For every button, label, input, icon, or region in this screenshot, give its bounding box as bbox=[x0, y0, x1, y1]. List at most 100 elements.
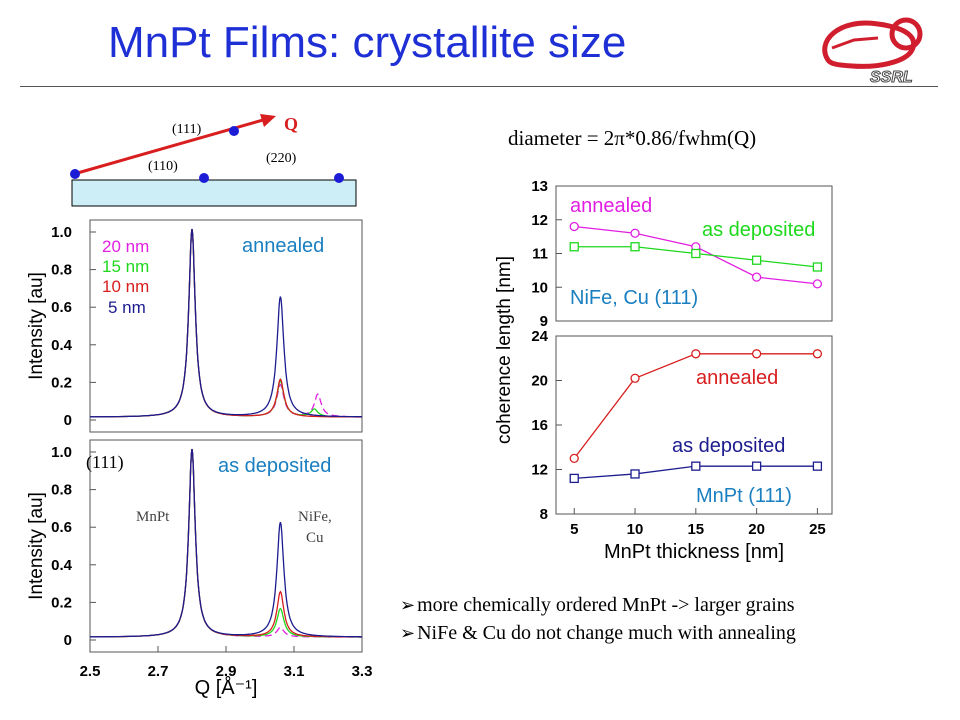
xtick-label: 3.3 bbox=[352, 663, 373, 680]
ytick-label: 12 bbox=[531, 462, 548, 479]
data-point-marker bbox=[630, 469, 640, 479]
annotation-nife: NiFe, bbox=[298, 509, 332, 525]
data-point-marker bbox=[812, 279, 823, 289]
ytick-label: 13 bbox=[531, 178, 548, 195]
legend-5nm: 5 nm bbox=[108, 298, 146, 317]
data-point-marker bbox=[751, 255, 762, 265]
data-point-marker bbox=[569, 473, 579, 484]
mnpt-xticks: 5 10 15 20 25 bbox=[570, 508, 826, 538]
bullet-arrow-icon: ➢ bbox=[400, 595, 416, 615]
bullet-2: ➢ NiFe & Cu do not change much with annea… bbox=[400, 622, 796, 645]
logo-ring-icon bbox=[822, 17, 923, 69]
intensity-series-5nm bbox=[90, 448, 362, 638]
data-point-marker bbox=[812, 349, 823, 359]
as-deposited-xticks: 2.5 2.7 2.9 3.1 3.3 bbox=[80, 646, 373, 680]
ssrl-logo: SSRL bbox=[822, 17, 923, 86]
ytick-label: 0.6 bbox=[51, 519, 72, 536]
bullet-arrow-icon: ➢ bbox=[400, 623, 416, 643]
ytick-label: 9 bbox=[540, 313, 548, 330]
data-point-marker bbox=[691, 248, 701, 259]
label-110: (110) bbox=[148, 159, 178, 174]
xtick-label: 15 bbox=[687, 521, 704, 538]
ytick-label: 16 bbox=[531, 417, 548, 434]
annotation-111: (111) bbox=[86, 452, 124, 473]
xtick-label: 10 bbox=[627, 521, 644, 538]
as-deposited-yticks: 1.0 0.8 0.6 0.4 0.2 0 bbox=[51, 444, 96, 649]
ytick-label: 12 bbox=[531, 212, 548, 229]
xtick-label: 5 bbox=[570, 521, 578, 538]
label-111: (111) bbox=[172, 122, 202, 137]
slide-title: MnPt Films: crystallite size bbox=[108, 18, 627, 67]
xtick-label: 3.1 bbox=[284, 663, 305, 680]
thickness-xlabel: MnPt thickness [nm] bbox=[604, 541, 784, 563]
nife-series bbox=[569, 221, 823, 289]
mnpt-label-annealed: annealed bbox=[696, 367, 778, 389]
bullet-1-text: more chemically ordered MnPt -> larger g… bbox=[417, 594, 795, 616]
title-divider bbox=[20, 86, 938, 87]
logo-text: SSRL bbox=[870, 69, 913, 86]
intensity-charts: 1.0 0.8 0.6 0.4 0.2 0 1.0 0.8 0.6 0.4 0.2 0 2.5 2.7… bbox=[26, 219, 373, 699]
q-xlabel: Q [Å⁻¹] bbox=[195, 676, 258, 699]
data-point-marker bbox=[630, 373, 640, 383]
q-arrowhead-icon bbox=[260, 114, 276, 127]
bullet-1: ➢ more chemically ordered MnPt -> larger … bbox=[400, 594, 795, 617]
nife-title: NiFe, Cu (111) bbox=[570, 287, 698, 309]
data-point-marker bbox=[812, 262, 823, 272]
q-label: Q bbox=[284, 114, 298, 134]
as-deposited-series bbox=[90, 448, 362, 638]
as-deposited-ylabel: Intensity [au] bbox=[26, 492, 47, 600]
annotation-cu: Cu bbox=[306, 530, 324, 546]
ytick-label: 0.2 bbox=[51, 594, 72, 611]
legend-10nm: 10 nm bbox=[102, 277, 149, 296]
ytick-label: 1.0 bbox=[51, 224, 72, 241]
nife-label-annealed: annealed bbox=[570, 195, 652, 217]
substrate-layer bbox=[71, 179, 357, 207]
data-point-marker bbox=[751, 349, 762, 359]
data-point-marker bbox=[630, 242, 640, 252]
ytick-label: 0 bbox=[64, 412, 72, 429]
data-point-marker bbox=[691, 461, 701, 471]
ytick-label: 11 bbox=[532, 246, 548, 263]
lattice-point bbox=[334, 173, 344, 183]
legend-20nm: 20 nm bbox=[102, 237, 149, 256]
ytick-label: 0.4 bbox=[51, 557, 73, 574]
data-point-marker bbox=[630, 228, 640, 238]
data-point-marker bbox=[751, 461, 762, 471]
lattice-point bbox=[70, 169, 80, 179]
legend-15nm: 15 nm bbox=[102, 257, 149, 276]
ytick-label: 10 bbox=[531, 279, 548, 296]
xtick-label: 20 bbox=[748, 521, 765, 538]
label-220: (220) bbox=[266, 151, 297, 166]
data-point-marker bbox=[751, 272, 762, 282]
ytick-label: 1.0 bbox=[51, 444, 72, 461]
xtick-label: 2.9 bbox=[216, 663, 237, 680]
annealed-legend: 20 nm 15 nm 10 nm 5 nm bbox=[102, 237, 149, 317]
mnpt-yticks: 24 20 16 12 8 bbox=[531, 328, 562, 523]
ytick-label: 0.2 bbox=[51, 374, 72, 391]
intensity-series-5nm bbox=[90, 228, 363, 418]
bullet-2-text: NiFe & Cu do not change much with anneal… bbox=[417, 622, 796, 644]
annealed-series bbox=[90, 228, 363, 418]
annealed-title: annealed bbox=[242, 235, 324, 257]
mnpt-series bbox=[569, 349, 823, 484]
annealed-ylabel: Intensity [au] bbox=[26, 272, 47, 380]
plot-frame-annealed bbox=[89, 219, 363, 433]
annealed-yticks: 1.0 0.8 0.6 0.4 0.2 0 bbox=[51, 224, 96, 429]
nife-yticks: 13 12 11 10 9 bbox=[531, 178, 562, 330]
data-point-marker bbox=[569, 242, 579, 252]
mnpt-label-as-deposited: as deposited bbox=[672, 435, 785, 457]
xtick-label: 2.7 bbox=[148, 663, 169, 680]
data-point-marker bbox=[812, 461, 823, 471]
ytick-label: 24 bbox=[531, 328, 548, 345]
mnpt-title: MnPt (111) bbox=[696, 485, 792, 507]
data-point-marker bbox=[569, 221, 579, 232]
q-schematic: Q (111) (110) (220) bbox=[70, 114, 357, 207]
coherence-length-charts: 13 12 11 10 9 24 20 16 12 8 5 10 15 20 25 annealed a… bbox=[494, 178, 833, 563]
ytick-label: 0.8 bbox=[51, 482, 72, 499]
xtick-label: 2.5 bbox=[80, 663, 101, 680]
data-point-marker bbox=[691, 349, 701, 359]
nife-label-as-deposited: as deposited bbox=[702, 219, 815, 241]
ytick-label: 20 bbox=[531, 373, 548, 390]
coherence-ylabel: coherence length [nm] bbox=[494, 256, 515, 444]
lattice-point bbox=[199, 173, 209, 183]
